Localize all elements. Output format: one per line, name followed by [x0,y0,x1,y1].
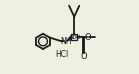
Text: NH: NH [60,37,71,46]
Text: Abs: Abs [68,34,80,40]
FancyBboxPatch shape [71,34,77,40]
Text: O: O [85,32,91,42]
Text: O: O [80,52,87,61]
Polygon shape [67,36,72,41]
Text: HCl: HCl [55,50,69,59]
